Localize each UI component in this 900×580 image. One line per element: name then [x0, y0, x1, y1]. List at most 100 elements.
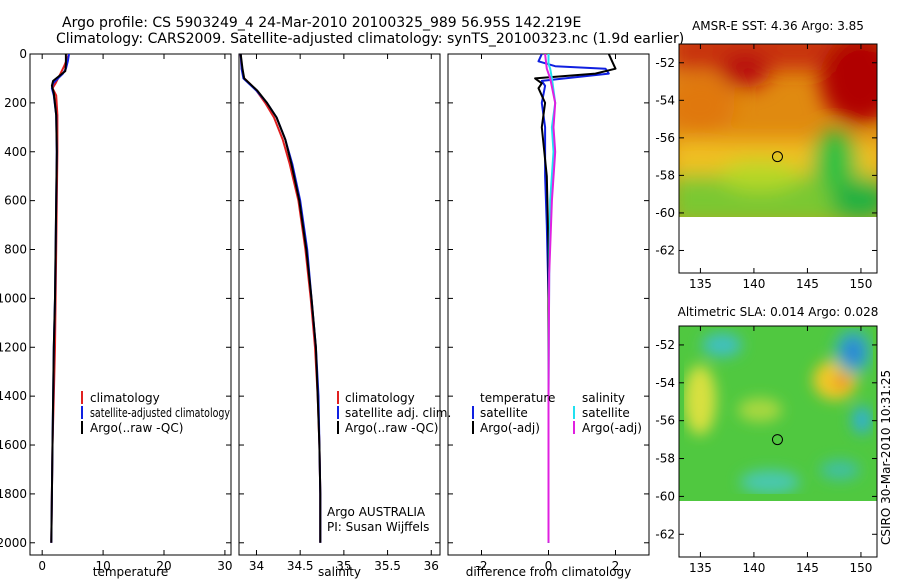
map-y-tick-label: -60	[655, 206, 675, 220]
figure-title-line2: Climatology: CARS2009. Satellite-adjuste…	[56, 31, 684, 47]
map-x-tick-label: 145	[796, 561, 819, 575]
x-tick-label: 20	[156, 559, 171, 573]
difference-legend: temperature salinity satellite Argo(-adj…	[472, 391, 642, 435]
legend-label-satellite: satellite-adjusted climatology	[90, 406, 230, 420]
legend-label-temp-satellite: satellite	[480, 406, 528, 420]
sst-heat-yellow-mid	[720, 160, 800, 190]
sst-argo-marker	[771, 151, 783, 163]
map-y-tick-label: -54	[655, 93, 675, 107]
map-y-tick-label: -58	[655, 168, 675, 182]
x-tick-label: 2	[612, 559, 620, 573]
temperature-legend: climatology satellite-adjusted climatolo…	[81, 391, 230, 435]
y-tick-label: 2000	[0, 536, 27, 550]
map-y-tick-label: -62	[655, 527, 675, 541]
sst-heat-green-patch	[813, 130, 857, 190]
map-x-tick-label: 135	[689, 277, 712, 291]
temperature-xlabel: temperature	[93, 565, 168, 579]
map-x-tick-label: 150	[849, 561, 872, 575]
salinity-series-group	[239, 54, 322, 543]
sla-heat-yellow-left	[684, 365, 716, 435]
sla-heat-cyan-low	[820, 460, 860, 480]
series-line-temperature-argo-adj	[534, 54, 617, 543]
map-y-tick-label: -62	[655, 243, 675, 257]
map-y-tick-label: -52	[655, 56, 675, 70]
salinity-axes-frame	[238, 53, 441, 556]
salinity-panel: 34 34.5 35 35.5 36 salinity	[238, 53, 441, 579]
legend-label-temp-argo: Argo(-adj)	[480, 421, 540, 435]
legend-label-argo: Argo(..raw -QC)	[345, 421, 438, 435]
x-tick-label: 36	[424, 559, 439, 573]
legend-label-argo: Argo(..raw -QC)	[90, 421, 183, 435]
sla-heat-orange-right	[834, 376, 850, 388]
sla-heat-yellow-mid	[738, 398, 782, 422]
legend-label-climatology: climatology	[90, 391, 160, 405]
legend-title-temperature: temperature	[480, 391, 555, 405]
y-tick-label: 1000	[0, 291, 27, 305]
map-y-tick-label: -54	[655, 376, 675, 390]
legend-label-climatology: climatology	[345, 391, 415, 405]
y-tick-label: 800	[4, 243, 27, 257]
y-tick-label: 1600	[0, 438, 27, 452]
sla-heat-cyan-left	[702, 333, 742, 357]
y-tick-label: 1800	[0, 487, 27, 501]
y-tick-label: 400	[4, 145, 27, 159]
x-tick-label: 35.5	[374, 559, 401, 573]
y-tick-label: 600	[4, 194, 27, 208]
argo-credit: Argo AUSTRALIA	[327, 505, 426, 519]
pi-credit: PI: Susan Wijffels	[327, 520, 429, 534]
x-tick-label: -2	[476, 559, 488, 573]
difference-series-group	[534, 54, 617, 543]
series-line-argo-raw-qc	[50, 54, 67, 543]
sst-heat-green-low	[830, 180, 877, 217]
map-x-tick-label: 140	[742, 277, 765, 291]
map-y-tick-label: -56	[655, 131, 675, 145]
sla-heat-cyan-top	[833, 328, 873, 376]
x-tick-label: 0	[38, 559, 46, 573]
legend-label-sal-argo: Argo(-adj)	[582, 421, 642, 435]
legend-title-salinity: salinity	[582, 391, 625, 405]
y-tick-label: 1400	[0, 389, 27, 403]
sst-map-axes: 135 140 145 150 -52 -54 -56 -58 -60 -62	[655, 44, 877, 291]
map-y-tick-label: -60	[655, 489, 675, 503]
sst-heat-red-right	[820, 44, 877, 125]
series-line-satellite-adjusted-climatology	[50, 54, 70, 543]
series-line-climatology	[50, 54, 70, 543]
legend-label-sal-satellite: satellite	[582, 406, 630, 420]
y-tick-label: 1200	[0, 340, 27, 354]
salinity-legend: climatology satellite adj. clim. Argo(..…	[337, 391, 451, 435]
x-tick-label: 0	[545, 559, 553, 573]
temperature-series-group	[50, 54, 70, 543]
timestamp-stamp: CSIRO 30-Mar-2010 10:31:25	[879, 370, 893, 545]
sst-map-title: AMSR-E SST: 4.36 Argo: 3.85	[692, 19, 864, 33]
x-tick-label: 35	[336, 559, 351, 573]
temperature-axes-frame	[29, 53, 232, 556]
map-y-tick-label: -52	[655, 338, 675, 352]
sla-map-axes: 135 140 145 150 -52 -54 -56 -58 -60 -62	[655, 326, 877, 575]
legend-label-satellite: satellite adj. clim.	[345, 406, 451, 420]
sla-argo-marker	[771, 434, 783, 446]
map-x-tick-label: 150	[849, 277, 872, 291]
sst-heat-orange-left	[679, 75, 735, 135]
x-tick-label: 34	[249, 559, 264, 573]
sla-heat-cyan-bottom	[740, 470, 800, 494]
figure-title-line1: Argo profile: CS 5903249_4 24-Mar-2010 2…	[62, 15, 581, 31]
map-x-tick-label: 145	[796, 277, 819, 291]
sla-heat-cyan-right	[852, 406, 872, 434]
difference-xlabel: difference from climatology	[466, 565, 632, 579]
sla-heatmap	[679, 326, 877, 501]
x-tick-label: 34.5	[287, 559, 314, 573]
x-tick-label: 10	[95, 559, 110, 573]
sst-heat-red-mid	[720, 52, 770, 88]
sla-map-frame	[678, 325, 878, 558]
sst-heatmap	[679, 44, 877, 217]
map-y-tick-label: -56	[655, 414, 675, 428]
map-x-tick-label: 140	[742, 561, 765, 575]
map-y-tick-label: -58	[655, 452, 675, 466]
x-tick-label: 30	[217, 559, 232, 573]
y-tick-label: 0	[19, 47, 27, 61]
sst-map-frame	[678, 43, 878, 274]
y-tick-label: 200	[4, 96, 27, 110]
series-line-salinity-argo-adj	[544, 54, 557, 543]
